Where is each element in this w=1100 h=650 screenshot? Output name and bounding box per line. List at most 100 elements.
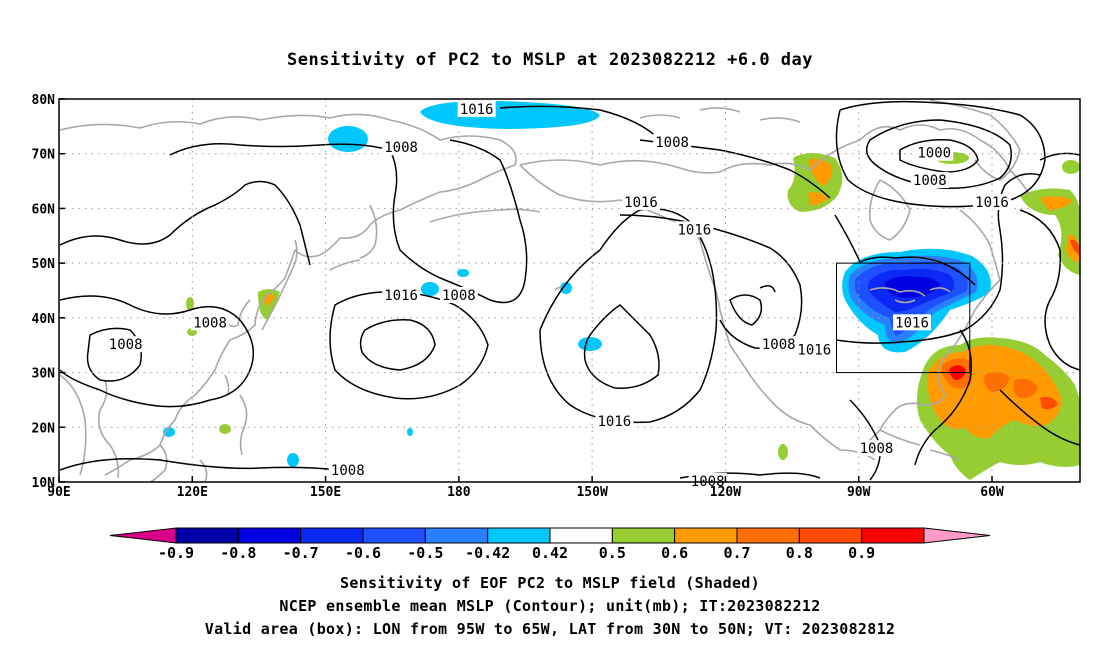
coast-great-lakes [869, 287, 951, 304]
contour-label-bg [915, 144, 954, 161]
contour-1016 [329, 291, 489, 400]
colorbar-swatch [237, 527, 302, 544]
contour-1016 [835, 173, 1041, 344]
colorbar-label: 0.6 [661, 544, 688, 562]
x-tick-label: 120E [177, 485, 208, 500]
x-tick-label: 90E [47, 485, 70, 500]
contour-label: 1008 [442, 288, 476, 304]
colorbar-swatch [487, 527, 551, 544]
shade-small-negative [407, 428, 413, 436]
colorbar-swatch [175, 527, 239, 544]
coast-kamchatka [359, 204, 378, 259]
contour-label: 1016 [797, 343, 831, 359]
contour-1008 [849, 399, 882, 481]
coast-alaska-south [519, 164, 876, 461]
x-tick-label: 150E [310, 485, 341, 500]
contour-1008 [729, 294, 763, 326]
coast-hudson-bay [868, 179, 911, 241]
shade-small-negative [163, 427, 175, 437]
shade-small-positive [1062, 160, 1080, 174]
y-tick-label: 80N [32, 93, 56, 108]
contour-label: 1008 [331, 463, 365, 479]
y-tick-label: 10N [32, 476, 56, 491]
colorbar-label: 0.7 [723, 544, 750, 562]
colorbar-label: -0.5 [407, 544, 443, 562]
contour-label-bg [439, 286, 478, 303]
colorbar-swatch [674, 527, 738, 544]
colorbar-label: -0.6 [345, 544, 381, 562]
y-tick-label: 40N [32, 312, 56, 327]
contour-1008 [59, 458, 341, 471]
coast-southeast-asia [149, 444, 208, 482]
contour-label: 1016 [677, 222, 711, 238]
shade-atlantic-north-core [1070, 239, 1080, 255]
shade-small-negative [421, 282, 439, 296]
colorbar-high-extend [923, 527, 991, 544]
contour-992 [899, 138, 979, 173]
coast-arctic-islands [639, 107, 801, 123]
y-tick-label: 30N [32, 367, 56, 382]
contour-label: 1008 [913, 173, 947, 189]
contour-1008 [835, 100, 1046, 208]
x-tick-label: 180 [447, 485, 471, 500]
contour-label: 1000 [917, 146, 951, 162]
contour-1016 [1039, 152, 1080, 161]
colorbar-label: 0.9 [848, 544, 875, 562]
contour-label-bg [910, 172, 949, 189]
contour-label: 1016 [460, 102, 494, 118]
coast-japan [261, 239, 298, 331]
contour-label-bg [675, 221, 714, 238]
shade-atlantic-south-red [1013, 378, 1038, 399]
contour-label-bg [795, 341, 834, 358]
contour-1016 [834, 214, 976, 286]
shade-atlantic-north-core [1040, 196, 1072, 210]
contour-label: 1016 [624, 195, 658, 211]
coast-labrador [959, 209, 1001, 281]
caption-shading: Sensitivity of EOF PC2 to MSLP field (Sh… [340, 574, 760, 592]
contour-label: 1008 [762, 337, 796, 353]
shade-small-negative [560, 282, 572, 294]
contour-1000 [865, 119, 1012, 190]
map-title: Sensitivity of PC2 to MSLP at 2023082212… [286, 50, 813, 70]
coast-alaska-arctic [519, 159, 811, 174]
contour-label-bg [857, 440, 896, 457]
contour-label: 1016 [895, 315, 929, 331]
colorbar-swatch [549, 527, 613, 544]
contour-label: 1016 [975, 195, 1009, 211]
colorbar-swatch [861, 527, 925, 544]
contour-1016 [759, 285, 776, 293]
coast-indochina [97, 379, 120, 479]
coast-caribbean [879, 429, 961, 461]
shade-small-positive [219, 424, 231, 434]
coast-taiwan-philippines [224, 374, 248, 456]
coastlines [59, 99, 1031, 482]
contour-label: 1016 [384, 288, 418, 304]
contour-label: 1008 [193, 315, 227, 331]
shade-great-lakes-peak [884, 276, 940, 298]
contour-label-bg [191, 314, 230, 331]
colorbar-swatch [736, 527, 800, 544]
colorbar-swatch [611, 527, 676, 544]
contour-label-bg [759, 336, 798, 353]
contour-label-bg [893, 314, 932, 331]
shade-atlantic-north-positive [1020, 188, 1080, 275]
colorbar-swatch [424, 527, 489, 544]
shade-small-negative [287, 453, 299, 467]
contour-label: 1008 [109, 337, 143, 353]
shade-small-negative [578, 337, 602, 351]
coast-us-east [859, 279, 1001, 451]
y-tick-label: 50N [32, 257, 56, 272]
contour-label-bg [457, 100, 496, 117]
colorbar-swatch [300, 527, 364, 544]
colorbar-label: -0.7 [283, 544, 319, 562]
shade-small-negative [328, 126, 368, 152]
contour-label-bg [106, 336, 145, 353]
y-tick-label: 20N [32, 421, 56, 436]
contour-label: 1008 [655, 135, 689, 151]
contour-label-bg [382, 139, 421, 156]
colorbar-low-extend [109, 527, 177, 544]
colorbar-label: -0.9 [158, 544, 194, 562]
contour-1000 [59, 180, 311, 266]
y-tick-label: 60N [32, 202, 56, 217]
